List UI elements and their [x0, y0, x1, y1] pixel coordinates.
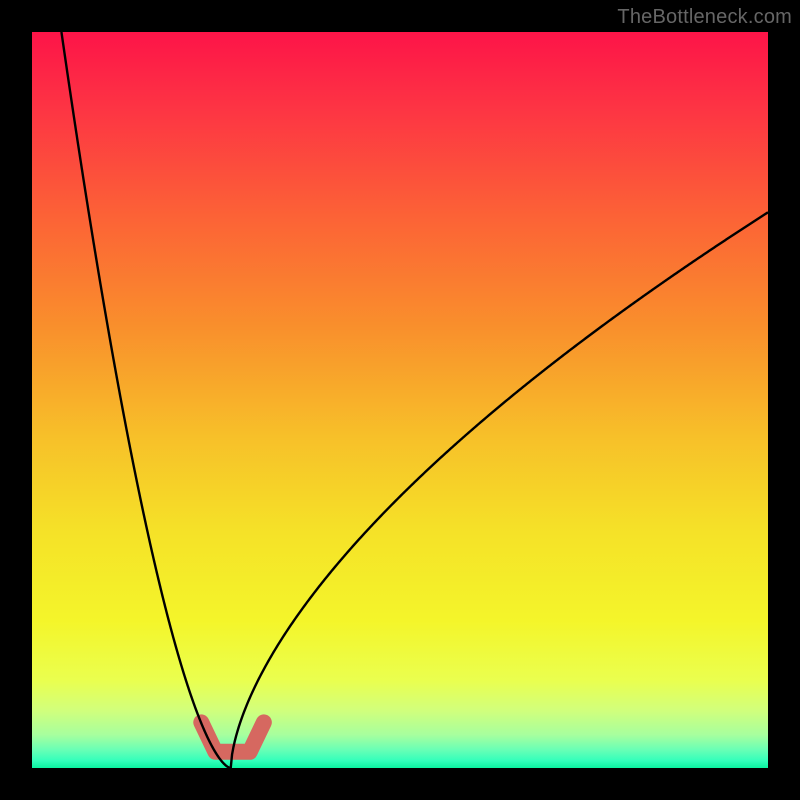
watermark-text: TheBottleneck.com — [617, 6, 792, 29]
bottleneck-curve-chart — [0, 0, 800, 800]
gradient-background — [32, 32, 768, 768]
chart-container: TheBottleneck.com — [0, 0, 800, 800]
